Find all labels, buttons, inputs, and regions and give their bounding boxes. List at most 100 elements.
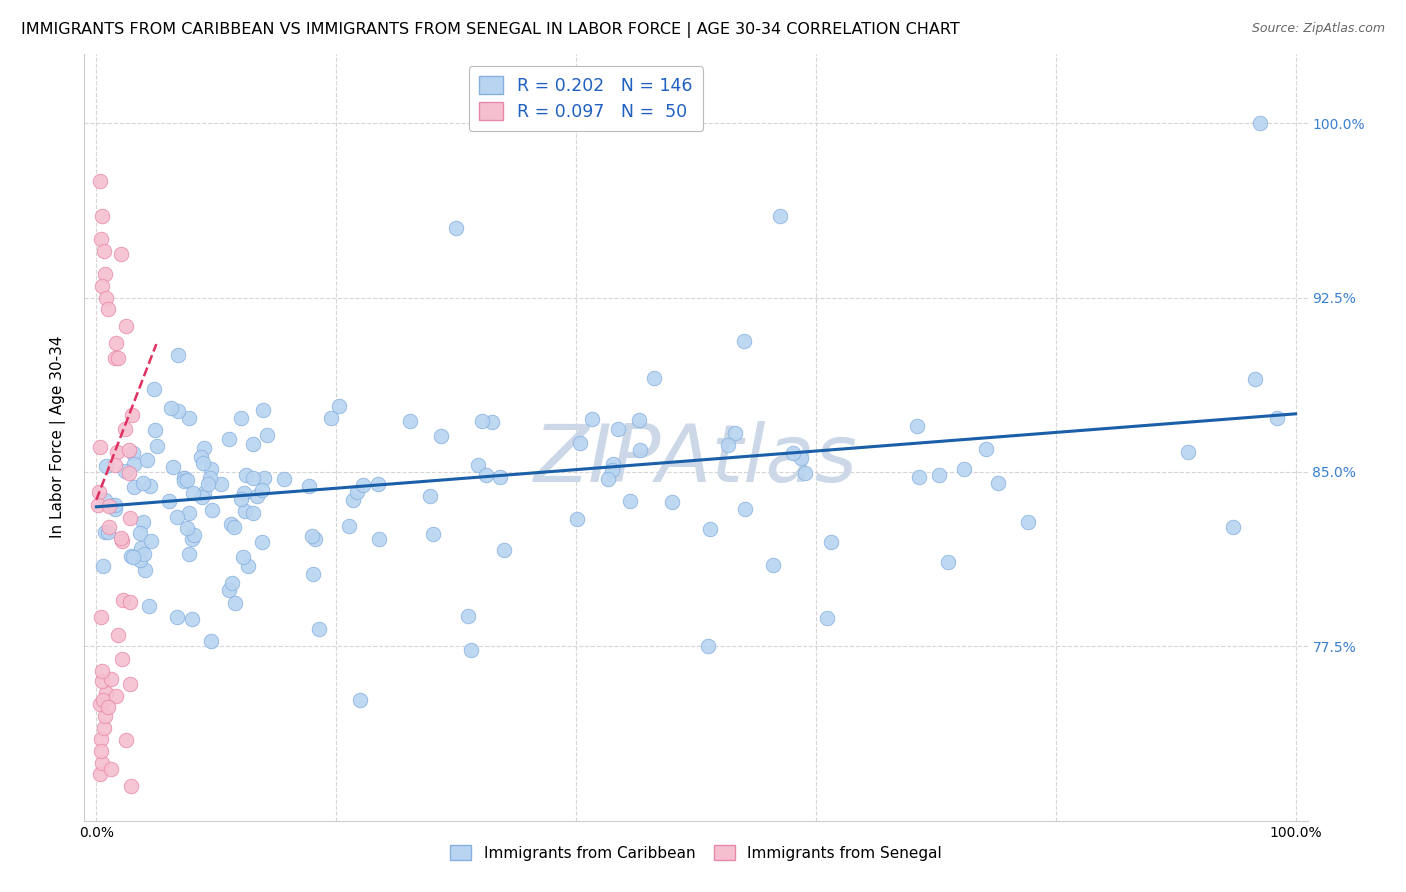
Point <box>129 541 152 555</box>
Point <box>218 582 240 597</box>
Point <box>97 700 120 714</box>
Point <box>173 475 195 489</box>
Point <box>193 486 215 500</box>
Point <box>89 174 111 188</box>
Point <box>173 470 195 484</box>
Legend: Immigrants from Caribbean, Immigrants from Senegal: Immigrants from Caribbean, Immigrants fr… <box>444 839 948 867</box>
Point <box>734 502 756 516</box>
Point <box>301 566 323 581</box>
Point <box>319 411 342 425</box>
Point <box>118 595 141 609</box>
Point <box>115 733 138 747</box>
Point <box>98 499 121 513</box>
Point <box>596 472 619 486</box>
Point <box>107 628 129 642</box>
Point <box>349 692 371 706</box>
Point <box>273 472 295 486</box>
Point <box>136 453 159 467</box>
Point <box>104 689 127 703</box>
Point <box>1017 515 1039 529</box>
Point <box>105 445 128 459</box>
Point <box>218 432 240 446</box>
Point <box>86 498 108 512</box>
Point <box>143 423 166 437</box>
Point <box>235 467 257 482</box>
Point <box>94 291 117 305</box>
Point <box>131 515 153 529</box>
Point <box>304 532 326 546</box>
Point <box>1265 410 1288 425</box>
Point <box>399 414 422 428</box>
Point <box>952 461 974 475</box>
Point <box>198 471 221 485</box>
Point <box>581 411 603 425</box>
Point <box>94 686 117 700</box>
Point <box>91 674 114 689</box>
Point <box>201 503 224 517</box>
Point <box>103 498 125 512</box>
Point <box>460 643 482 657</box>
Point <box>138 599 160 614</box>
Point <box>242 436 264 450</box>
Point <box>110 533 132 548</box>
Point <box>110 531 132 545</box>
Point <box>111 592 134 607</box>
Point <box>91 209 114 223</box>
Point <box>128 553 150 567</box>
Point <box>820 535 842 549</box>
Point <box>91 756 114 770</box>
Point <box>246 488 269 502</box>
Y-axis label: In Labor Force | Age 30-34: In Labor Force | Age 30-34 <box>49 335 66 539</box>
Point <box>134 563 156 577</box>
Point <box>256 428 278 442</box>
Point <box>209 477 232 491</box>
Point <box>191 490 214 504</box>
Point <box>131 476 153 491</box>
Point <box>628 413 651 427</box>
Point <box>107 351 129 365</box>
Point <box>1222 520 1244 534</box>
Point <box>110 246 132 260</box>
Point <box>250 535 273 549</box>
Point <box>111 652 134 666</box>
Point <box>120 779 142 793</box>
Point <box>143 383 166 397</box>
Point <box>221 576 243 591</box>
Point <box>94 493 117 508</box>
Point <box>166 509 188 524</box>
Point <box>124 480 146 494</box>
Text: ZIPAtlas: ZIPAtlas <box>534 421 858 500</box>
Point <box>602 457 624 471</box>
Point <box>430 429 453 443</box>
Point <box>233 504 256 518</box>
Point <box>176 521 198 535</box>
Point <box>93 268 117 282</box>
Point <box>815 611 838 625</box>
Point <box>120 549 142 563</box>
Point <box>232 485 254 500</box>
Point <box>1177 445 1199 459</box>
Point <box>118 442 141 457</box>
Point <box>716 438 738 452</box>
Point <box>121 550 143 565</box>
Point <box>236 558 259 573</box>
Point <box>794 466 817 480</box>
Point <box>197 477 219 491</box>
Point <box>90 610 112 624</box>
Point <box>419 489 441 503</box>
Point <box>129 525 152 540</box>
Point <box>242 471 264 485</box>
Point <box>90 232 112 246</box>
Point <box>166 610 188 624</box>
Point <box>308 622 330 636</box>
Point <box>367 476 389 491</box>
Point <box>160 401 183 415</box>
Point <box>118 467 141 481</box>
Point <box>89 767 111 781</box>
Point <box>93 709 117 723</box>
Point <box>301 529 323 543</box>
Point <box>346 484 368 499</box>
Point <box>167 348 190 362</box>
Point <box>928 468 950 483</box>
Point <box>724 426 747 441</box>
